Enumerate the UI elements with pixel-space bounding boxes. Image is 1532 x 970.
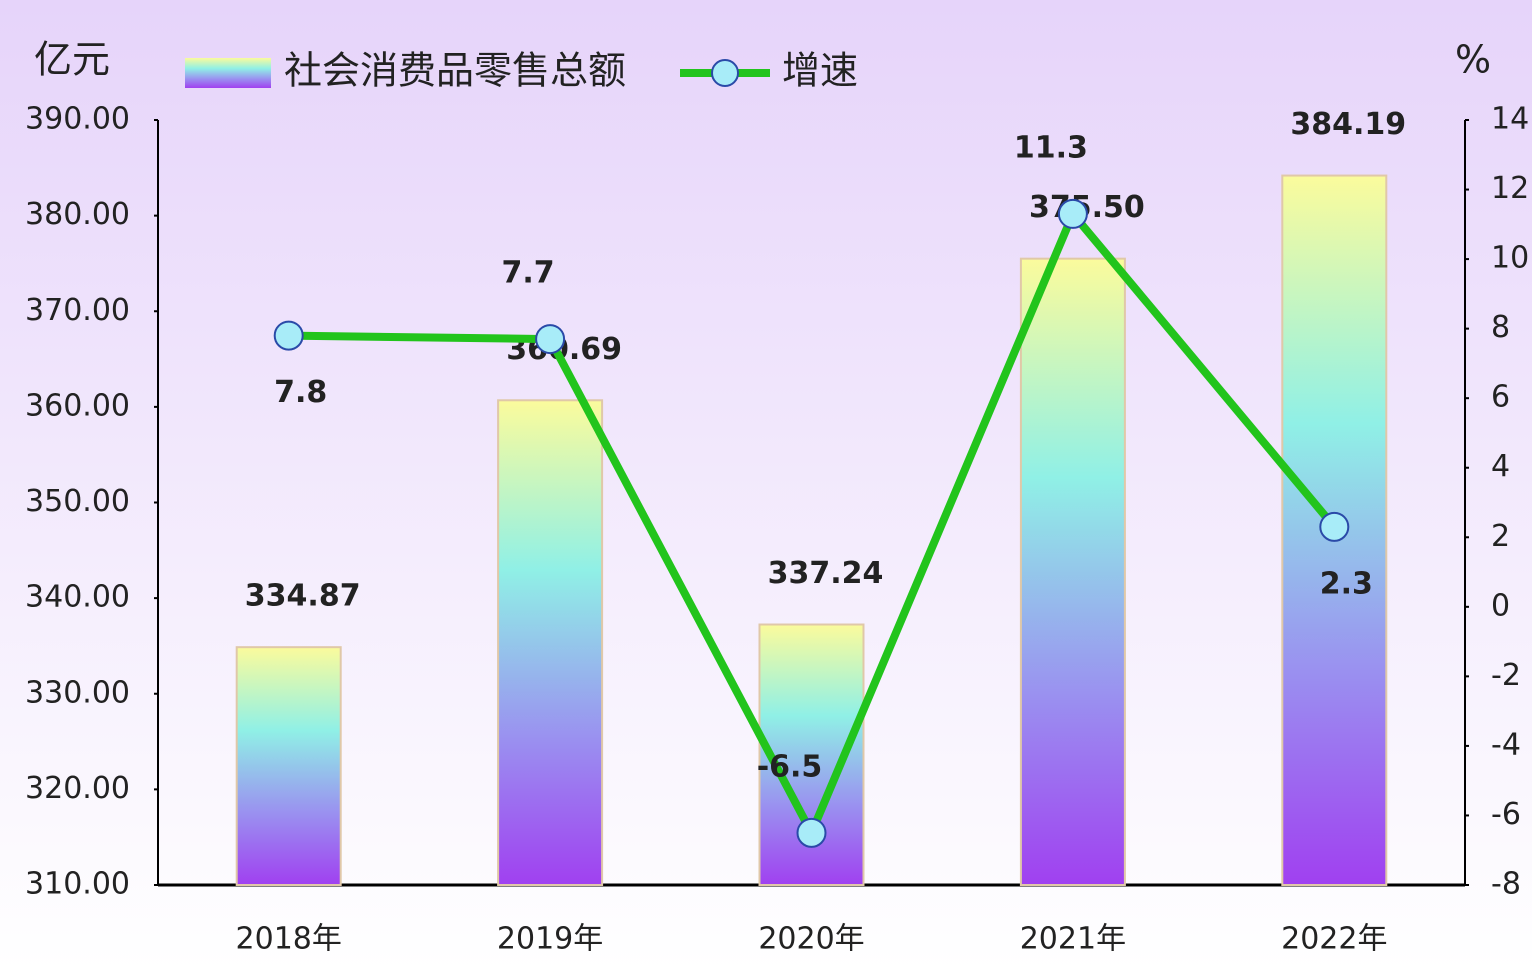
y2-tick-label: -4: [1491, 727, 1521, 762]
line-marker: [273, 320, 304, 351]
y2-tick-label: 6: [1491, 380, 1510, 415]
y-axis-label: 亿元: [34, 38, 110, 82]
legend-label: 增速: [782, 49, 858, 93]
y-tick-label: 380.00: [25, 197, 130, 232]
y-tick-label: 360.00: [25, 388, 130, 423]
line-marker: [1057, 198, 1088, 229]
line-value-label: -6.5: [757, 749, 823, 784]
y-tick-label: 320.00: [25, 771, 130, 806]
line-marker: [535, 324, 566, 355]
line-value-label: 11.3: [1014, 130, 1088, 165]
y2-tick-label: 4: [1491, 449, 1510, 484]
y2-tick-label: 12: [1491, 171, 1529, 206]
bar: [1019, 257, 1126, 886]
bar-value-label: 337.24: [768, 556, 884, 591]
bar-value-label: 334.87: [245, 579, 361, 614]
x-tick-label: 2022年: [1281, 922, 1387, 957]
legend-swatch: [711, 59, 739, 87]
x-tick-label: 2018年: [236, 922, 342, 957]
y-tick-label: 350.00: [25, 484, 130, 519]
legend-label: 社会消费品零售总额: [284, 49, 626, 93]
y2-tick-label: 8: [1491, 310, 1510, 345]
line-value-label: 2.3: [1320, 566, 1373, 601]
y-tick-label: 330.00: [25, 675, 130, 710]
y-tick-label: 390.00: [25, 102, 130, 137]
y-tick-label: 310.00: [25, 867, 130, 902]
y2-tick-label: 14: [1491, 102, 1529, 137]
y2-tick-label: 10: [1491, 241, 1529, 276]
x-tick-label: 2021年: [1020, 922, 1126, 957]
y2-tick-label: 0: [1491, 588, 1510, 623]
x-tick-label: 2020年: [758, 922, 864, 957]
x-tick-label: 2019年: [497, 922, 603, 957]
legend-swatch: [185, 58, 271, 88]
y2-tick-label: -6: [1491, 797, 1521, 832]
bar-value-label: 375.50: [1029, 190, 1145, 225]
y2-axis-label: %: [1455, 38, 1491, 82]
y2-tick-label: -2: [1491, 658, 1521, 693]
y-tick-label: 340.00: [25, 580, 130, 615]
y-tick-label: 370.00: [25, 293, 130, 328]
y2-tick-label: 2: [1491, 519, 1510, 554]
bar: [235, 646, 342, 886]
line-value-label: 7.7: [502, 256, 555, 291]
y2-tick-label: -8: [1491, 867, 1521, 902]
line-marker: [796, 817, 827, 848]
bar: [497, 399, 604, 886]
line-value-label: 7.8: [274, 375, 327, 410]
line-marker: [1319, 511, 1350, 542]
bar-value-label: 384.19: [1290, 107, 1406, 142]
